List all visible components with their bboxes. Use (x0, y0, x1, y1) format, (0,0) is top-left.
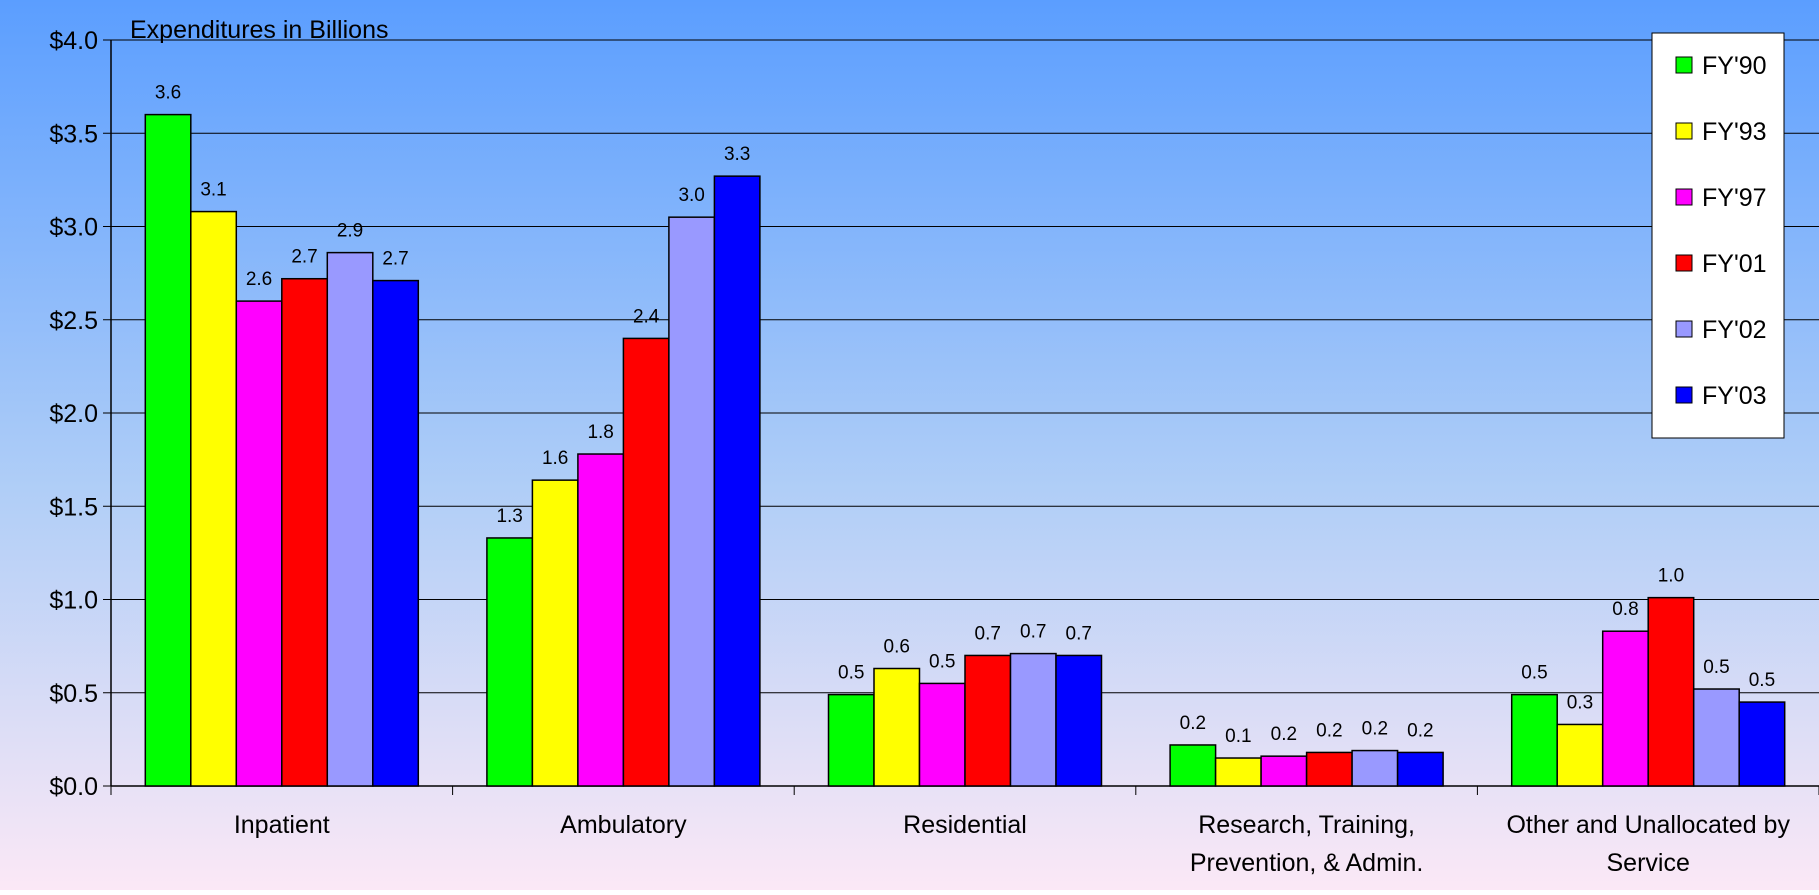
x-category-label: Inpatient (234, 811, 330, 839)
x-category-label: Prevention, & Admin. (1190, 849, 1423, 877)
data-label: 1.0 (1658, 566, 1684, 587)
y-tick-label: $2.0 (49, 400, 98, 428)
x-category-label: Other and Unallocated by (1506, 811, 1790, 839)
x-category-label: Ambulatory (560, 811, 687, 839)
data-label: 3.6 (155, 83, 181, 104)
bar (1214, 757, 1262, 787)
x-category-label: Service (1607, 849, 1690, 877)
data-labels: 3.6 3.1 2.6 2.7 2.9 2.7 1.3 1.6 1.8 2.4 3.0 3.3 0.5 0… (155, 83, 1775, 747)
bar (235, 300, 283, 787)
data-label: 0.2 (1316, 720, 1342, 741)
chart-title: Expenditures in Billions (130, 16, 388, 44)
data-label: 0.7 (975, 623, 1001, 644)
bar (873, 667, 921, 787)
y-tick-label: $3.0 (49, 214, 98, 242)
bar (486, 537, 534, 787)
bar (372, 279, 420, 787)
legend-swatch (1675, 122, 1693, 140)
data-label: 1.3 (496, 506, 522, 527)
bar (281, 277, 329, 787)
bar (713, 175, 761, 787)
bar (1009, 652, 1057, 787)
data-label: 0.5 (1521, 663, 1547, 684)
data-label: 0.5 (929, 651, 955, 672)
y-tick-label: $1.0 (49, 587, 98, 615)
legend-label: FY'02 (1702, 316, 1767, 344)
y-tick-label: $1.5 (49, 493, 98, 521)
legend: FY'90 FY'93 FY'97 FY'01 FY'02 FY'03 (1651, 32, 1785, 439)
bar (1305, 751, 1353, 787)
legend-label: FY'97 (1702, 184, 1767, 212)
data-label: 0.2 (1407, 720, 1433, 741)
data-label: 2.7 (382, 249, 408, 270)
bar (827, 693, 875, 787)
legend-label: FY'03 (1702, 382, 1767, 410)
bar (918, 682, 966, 787)
legend-label: FY'01 (1702, 250, 1767, 278)
legend-box (1651, 32, 1785, 439)
data-label: 0.5 (1703, 657, 1729, 678)
data-label: 2.4 (633, 306, 660, 327)
bar (1647, 596, 1695, 787)
data-label: 0.5 (1749, 670, 1775, 691)
y-tick-label: $3.5 (49, 120, 98, 148)
legend-swatch (1675, 386, 1693, 404)
data-label: 0.3 (1567, 692, 1593, 713)
bar (1396, 751, 1444, 787)
y-tick-label: $0.5 (49, 680, 98, 708)
data-label: 2.6 (246, 269, 272, 290)
bar (326, 251, 374, 787)
data-label: 0.7 (1020, 622, 1046, 643)
axes: $0.0 $0.5 $1.0 $1.5 $2.0 $2.5 $3.0 $3.5 $4.0 Inpa… (49, 27, 1819, 877)
data-label: 0.8 (1612, 599, 1638, 620)
bar (577, 453, 625, 787)
bar (1055, 654, 1103, 787)
bar (1510, 693, 1558, 787)
bars (144, 113, 1786, 787)
data-label: 3.3 (724, 144, 750, 165)
bar (964, 654, 1012, 787)
legend-swatch (1675, 254, 1693, 272)
bar (622, 337, 670, 787)
data-label: 0.2 (1271, 724, 1297, 745)
y-tick-label: $4.0 (49, 27, 98, 55)
bar (144, 113, 192, 787)
x-category-label: Research, Training, (1198, 811, 1415, 839)
data-label: 0.6 (884, 637, 910, 658)
bar (531, 479, 579, 787)
data-label: 0.5 (838, 663, 864, 684)
legend-label: FY'90 (1702, 52, 1767, 80)
y-tick-label: $0.0 (49, 773, 98, 801)
bar (1601, 630, 1649, 787)
bar (1351, 749, 1399, 787)
bar (1556, 723, 1604, 787)
legend-label: FY'93 (1702, 118, 1767, 146)
bar (190, 210, 238, 787)
data-label: 1.6 (542, 448, 568, 469)
data-label: 1.8 (587, 422, 613, 443)
data-label: 0.2 (1362, 719, 1388, 740)
data-label: 3.0 (678, 185, 704, 206)
bar (1169, 744, 1217, 787)
bar (1692, 688, 1740, 787)
data-label: 0.1 (1225, 726, 1251, 747)
data-label: 3.1 (200, 180, 226, 201)
bar (1260, 755, 1308, 787)
legend-swatch (1675, 56, 1693, 74)
data-label: 0.7 (1066, 623, 1092, 644)
bar (1738, 701, 1786, 787)
legend-swatch (1675, 320, 1693, 338)
data-label: 2.9 (337, 221, 363, 242)
bar (668, 216, 716, 787)
data-label: 2.7 (291, 247, 317, 268)
x-category-label: Residential (903, 811, 1027, 839)
data-label: 0.2 (1180, 713, 1206, 734)
legend-swatch (1675, 188, 1693, 206)
y-tick-label: $2.5 (49, 307, 98, 335)
